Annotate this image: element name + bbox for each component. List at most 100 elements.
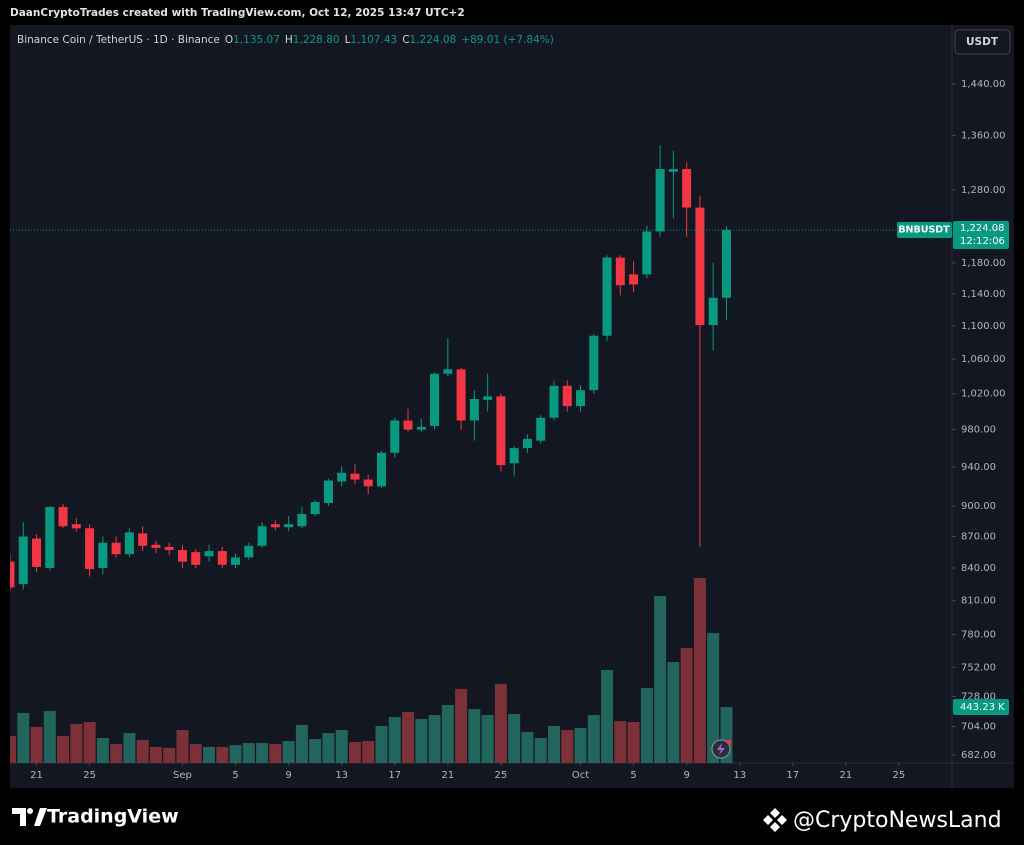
countdown: 12:12:06 [960, 236, 1005, 247]
currency-button[interactable]: USDT [954, 29, 1011, 55]
volume-bar [295, 724, 308, 763]
volume-bar [680, 648, 693, 763]
candle-body [390, 420, 400, 453]
candle-body [45, 507, 55, 568]
candle-body [204, 551, 214, 557]
symbol-tag [897, 221, 952, 238]
volume-bar [309, 738, 322, 763]
volume-bar [43, 711, 56, 763]
volume-bar [322, 733, 335, 763]
legend-key: L [345, 34, 351, 46]
y-tick-label: 1,060.00 [961, 354, 1006, 365]
volume-bar [601, 670, 614, 763]
brand: TradingView [47, 806, 179, 828]
candle-body [549, 385, 559, 418]
price-label: 1,224.08 [960, 223, 1005, 234]
axes: 682.00 704.00 728.00 752.00 780.00 810.00 840.… [30, 79, 1009, 781]
volume-bar [534, 737, 547, 763]
candle-body [416, 426, 426, 430]
legend-value: 1,224.08 [410, 34, 457, 46]
candle-body [310, 502, 320, 515]
volume-tag [953, 698, 1009, 715]
x-tick-label: 25 [495, 770, 508, 781]
x-tick-label: 25 [893, 770, 906, 781]
volume-bar [547, 725, 560, 763]
volume-bar [415, 719, 428, 763]
legend-key: O [225, 34, 233, 46]
volume-bar [136, 740, 149, 763]
volume-bar [362, 741, 375, 763]
candle-body [151, 544, 161, 548]
x-tick-label: 25 [83, 770, 96, 781]
candle-body [721, 229, 731, 298]
candle-body [655, 169, 665, 232]
watermark-icon [763, 808, 787, 832]
x-tick-label: 17 [786, 770, 799, 781]
indicator-icon [711, 739, 732, 759]
candle-body [111, 542, 121, 555]
currency-label[interactable]: USDT [966, 36, 999, 48]
candle-body [71, 524, 81, 529]
chart-title: Binance Coin / TetherUS · 1D · Binance [17, 34, 220, 46]
price-tag [953, 220, 1009, 249]
candle-body [244, 545, 254, 558]
candle-body [629, 274, 639, 285]
candle-body [589, 335, 599, 391]
volume-bar [640, 687, 653, 763]
y-tick-label: 1,100.00 [961, 321, 1006, 332]
volume-bar [96, 737, 109, 763]
x-tick-label: Oct [572, 770, 589, 781]
candle-body [337, 472, 347, 482]
volume-bar [693, 578, 706, 763]
candle-body [562, 385, 572, 407]
candle-body [456, 369, 466, 421]
watermark: @CryptoNewsLand [793, 808, 1002, 833]
volume-bar [83, 722, 96, 763]
legend-key: C [402, 34, 409, 46]
candle-body [177, 550, 187, 562]
candle-body [363, 479, 373, 487]
y-tick-label: 810.00 [961, 596, 996, 607]
volume-bar [667, 662, 680, 763]
candle-body [469, 398, 479, 421]
volume-bar [110, 744, 123, 763]
volume-bar [269, 744, 282, 763]
volume-bar [216, 746, 229, 763]
candle-body [443, 369, 453, 374]
candle-body [98, 542, 108, 568]
candle-body [257, 526, 267, 546]
candle-body [297, 514, 307, 527]
candle-body [284, 524, 294, 528]
volume-bar [348, 742, 361, 763]
candle-body [164, 546, 174, 551]
volume-bar [561, 730, 574, 763]
y-tick-label: 1,180.00 [961, 258, 1006, 269]
candle-body [602, 257, 612, 336]
candle-body [191, 552, 201, 565]
x-tick-label: 17 [388, 770, 401, 781]
x-tick-label: 21 [839, 770, 852, 781]
x-tick-label: 13 [733, 770, 746, 781]
volume-bar [614, 721, 627, 763]
volume-bar [335, 730, 348, 763]
legend: Binance Coin / TetherUS · 1D · Binance O 1… [17, 34, 554, 46]
volume-bar [163, 747, 176, 763]
candle-body [536, 417, 546, 441]
volume-bar [707, 632, 720, 763]
x-tick-label: 5 [232, 770, 238, 781]
candle-body [217, 551, 227, 565]
candle-body [323, 480, 333, 504]
x-tick-label: 21 [30, 770, 43, 781]
candle-body [376, 452, 386, 487]
y-tick-label: 704.00 [961, 722, 996, 733]
candle-body [576, 390, 586, 407]
volume-bar [30, 726, 43, 763]
volume-bar [402, 711, 415, 763]
volume-bar [481, 714, 494, 763]
candle-body [85, 528, 95, 570]
x-tick-label: Sep [173, 770, 192, 781]
legend-key: H [285, 34, 293, 46]
candle-body [32, 538, 42, 567]
